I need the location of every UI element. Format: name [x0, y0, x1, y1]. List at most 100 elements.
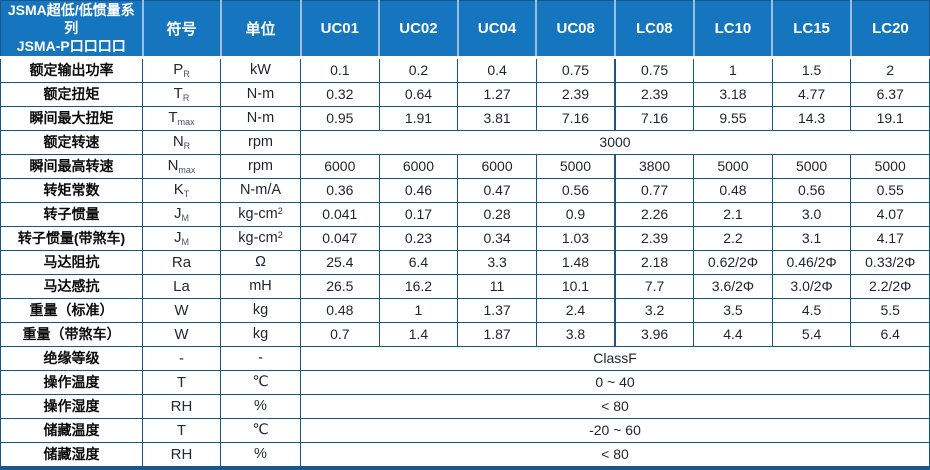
table-row: 额定扭矩 TR N-m 0.32 0.64 1.27 2.39 2.39 3.18 4.77 6.3… — [0, 81, 930, 107]
symbol-cell: KT — [142, 177, 221, 203]
unit-cell: % — [220, 441, 301, 469]
row-label: 额定输出功率 — [0, 56, 143, 83]
spec-value-uc04: 0.4 — [457, 56, 537, 83]
spec-value-lc08: 7.7 — [614, 273, 695, 299]
table-row: 额定转速 NR rpm 3000 — [0, 129, 930, 155]
spec-value-lc15: 3.0/2Φ — [771, 273, 852, 299]
row-label: 额定转速 — [0, 129, 143, 155]
symbol-cell: RH — [142, 393, 221, 419]
spec-value-uc01: 0.1 — [300, 56, 380, 83]
row-label: 储藏温度 — [0, 417, 143, 443]
symbol-cell: PR — [142, 56, 221, 83]
spec-value-uc04: 0.28 — [457, 201, 537, 227]
column-header-uc01: UC01 — [300, 0, 381, 59]
spec-value-uc02: 1.4 — [378, 321, 459, 347]
spec-value-lc15: 4.5 — [771, 297, 852, 323]
spec-value-lc20: 6.4 — [850, 321, 930, 347]
unit-cell: N-m — [220, 105, 301, 131]
spec-value-lc08: 0.77 — [614, 177, 695, 203]
spec-value-uc02: 0.2 — [378, 56, 459, 83]
row-label: 操作湿度 — [0, 393, 143, 419]
symbol-cell: W — [142, 321, 221, 347]
row-label: 转子惯量(带煞车) — [0, 225, 143, 251]
column-header-uc08: UC08 — [536, 0, 616, 59]
unit-cell: kg-cm2 — [220, 225, 301, 251]
spec-value-uc01: 6000 — [300, 153, 380, 179]
symbol-cell: Ra — [142, 249, 221, 275]
column-header-unit: 单位 — [220, 0, 302, 59]
spec-value-uc04: 11 — [457, 273, 537, 299]
table-row: 转矩常数 KT N-m/A 0.36 0.46 0.47 0.56 0.77 0.48 0.56 0… — [0, 177, 930, 203]
unit-cell: % — [220, 393, 301, 419]
spec-value-lc10: 2.1 — [693, 201, 773, 227]
spec-value-lc15: 14.3 — [771, 105, 852, 131]
table-row: 转子惯量(带煞车) JM kg-cm2 0.047 0.23 0.34 1.03 2.39 2.… — [0, 225, 930, 251]
spec-value-uc04: 6000 — [457, 153, 537, 179]
spec-value-lc10: 4.4 — [693, 321, 773, 347]
column-header-symbol: 符号 — [142, 0, 222, 59]
table-row: 储藏温度 T ℃ -20 ~ 60 — [0, 417, 930, 443]
spec-value-uc02: 0.64 — [378, 81, 459, 107]
row-label: 转矩常数 — [0, 177, 143, 203]
series-title: JSMA超低/低惯量系列 JSMA-P口口口口 — [0, 0, 144, 59]
spec-value-lc20: 0.33/2Φ — [850, 249, 930, 275]
symbol-cell: RH — [142, 441, 221, 469]
spec-value-lc08: 7.16 — [614, 105, 695, 131]
table-header: JSMA超低/低惯量系列 JSMA-P口口口口 符号 单位 UC01 UC02 UC… — [0, 0, 930, 59]
spec-value-lc15: 5000 — [771, 153, 852, 179]
spec-value-uc08: 0.56 — [535, 177, 616, 203]
spec-value-uc04: 1.27 — [457, 81, 537, 107]
table-row: 马达阻抗 Ra Ω 25.4 6.4 3.3 1.48 2.18 0.62/2Φ 0.46/2Φ 0… — [0, 249, 930, 275]
spec-value-lc15: 0.46/2Φ — [771, 249, 852, 275]
unit-cell: ℃ — [220, 369, 301, 395]
spec-value-lc20: 4.17 — [850, 225, 930, 251]
spec-value-lc08: 0.75 — [614, 56, 695, 83]
symbol-cell: La — [142, 273, 221, 299]
table-row: 马达感抗 La mH 26.5 16.2 11 10.1 7.7 3.6/2Φ 3.0/2Φ 2.2… — [0, 273, 930, 299]
row-label: 瞬间最大扭矩 — [0, 105, 143, 131]
row-label: 马达阻抗 — [0, 249, 143, 275]
spec-value-lc20: 5.5 — [850, 297, 930, 323]
column-header-lc08: LC08 — [615, 0, 695, 59]
merged-value-cell: 3000 — [300, 129, 930, 155]
merged-value-cell: ClassF — [300, 345, 930, 371]
unit-cell: Ω — [220, 249, 301, 275]
spec-value-lc10: 3.6/2Φ — [693, 273, 773, 299]
row-label: 额定扭矩 — [0, 81, 143, 107]
spec-value-uc01: 0.32 — [300, 81, 380, 107]
spec-value-uc01: 0.95 — [300, 105, 380, 131]
spec-value-uc02: 6000 — [378, 153, 459, 179]
unit-cell: rpm — [220, 153, 301, 179]
unit-cell: N-m/A — [220, 177, 301, 203]
symbol-cell: - — [142, 345, 221, 371]
table-row: 绝缘等级 - - ClassF — [0, 345, 930, 371]
spec-value-uc04: 0.47 — [457, 177, 537, 203]
spec-value-lc08: 2.39 — [614, 81, 695, 107]
row-label: 转子惯量 — [0, 201, 143, 227]
spec-value-lc20: 6.37 — [850, 81, 930, 107]
spec-value-uc02: 16.2 — [378, 273, 459, 299]
header-row: JSMA超低/低惯量系列 JSMA-P口口口口 符号 单位 UC01 UC02 UC… — [0, 0, 930, 59]
merged-value-cell: < 80 — [300, 393, 930, 419]
column-header-uc04: UC04 — [457, 0, 538, 59]
symbol-cell: Nmax — [142, 153, 221, 179]
spec-value-uc04: 1.37 — [457, 297, 537, 323]
row-label: 重量（带煞车） — [0, 321, 143, 347]
spec-value-lc15: 3.1 — [771, 225, 852, 251]
spec-value-uc08: 2.39 — [535, 81, 616, 107]
spec-value-uc02: 1.91 — [378, 105, 459, 131]
symbol-cell: JM — [142, 201, 221, 227]
symbol-cell: T — [142, 369, 221, 395]
spec-value-lc20: 2.2/2Φ — [850, 273, 930, 299]
spec-value-uc02: 0.46 — [378, 177, 459, 203]
spec-value-lc10: 1 — [693, 56, 773, 83]
symbol-cell: Tmax — [142, 105, 221, 131]
spec-value-lc15: 5.4 — [771, 321, 852, 347]
spec-value-lc10: 0.48 — [693, 177, 773, 203]
table-row: 额定输出功率 PR kW 0.1 0.2 0.4 0.75 0.75 1 1.5 2 — [0, 56, 930, 83]
unit-cell: mH — [220, 273, 301, 299]
spec-value-uc08: 5000 — [535, 153, 616, 179]
